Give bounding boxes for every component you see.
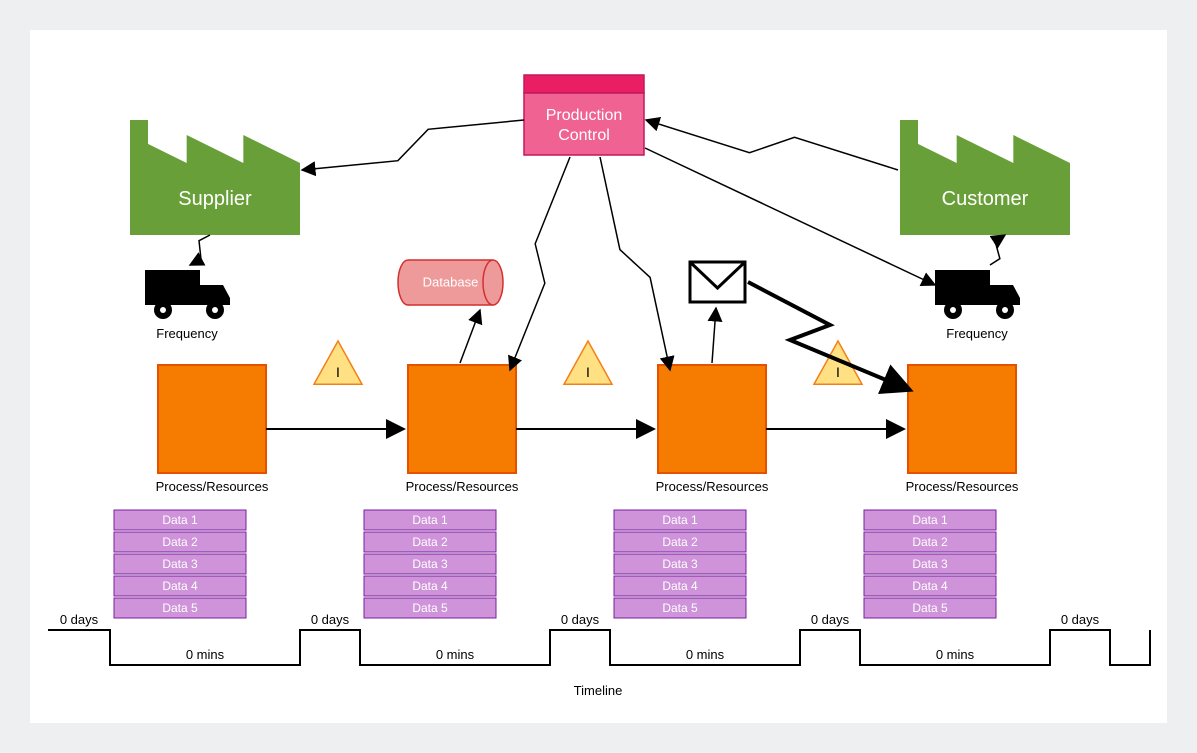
process-node: Process/Resources (406, 365, 519, 494)
truck-icon: Frequency (935, 270, 1020, 341)
truck-frequency-label: Frequency (156, 326, 218, 341)
data-cell-label: Data 2 (412, 535, 448, 549)
data-cell-label: Data 1 (162, 513, 198, 527)
data-cell-label: Data 4 (912, 579, 948, 593)
factory-label: Supplier (178, 188, 252, 210)
process-label: Process/Resources (156, 479, 269, 494)
production-control-node: Production Control (524, 75, 644, 155)
production-control-label: Control (558, 127, 610, 144)
data-cell-label: Data 4 (162, 579, 198, 593)
timeline-bottom-label: 0 mins (436, 647, 475, 662)
process-node: Process/Resources (656, 365, 769, 494)
info-flow-arrow (302, 120, 524, 170)
timeline-top-label: 0 days (811, 612, 850, 627)
timeline-bottom-label: 0 mins (186, 647, 225, 662)
timeline-bottom-label: 0 mins (936, 647, 975, 662)
data-cell-label: Data 2 (662, 535, 698, 549)
database-label: Database (423, 275, 479, 290)
truck-icon: Frequency (145, 270, 230, 341)
data-cell-label: Data 1 (912, 513, 948, 527)
process-label: Process/Resources (406, 479, 519, 494)
vsm-diagram: Production Control Supplier Customer Frequen… (30, 30, 1167, 723)
process-label: Process/Resources (656, 479, 769, 494)
timeline-top-label: 0 days (1061, 612, 1100, 627)
info-flow-arrow (510, 157, 570, 370)
data-cell-label: Data 2 (162, 535, 198, 549)
info-flow-arrow (600, 157, 670, 370)
data-cell-label: Data 3 (662, 557, 698, 571)
data-cell-label: Data 2 (912, 535, 948, 549)
info-flow-arrow (990, 235, 1005, 265)
timeline-bottom-label: 0 mins (686, 647, 725, 662)
inventory-label: I (836, 364, 840, 380)
timeline-title: Timeline (574, 683, 623, 698)
straight-arrow (712, 308, 716, 363)
production-control-label: Production (546, 107, 623, 124)
inventory-label: I (586, 364, 590, 380)
timeline-top-label: 0 days (311, 612, 350, 627)
inventory-label: I (336, 364, 340, 380)
inventory-node: I (564, 341, 612, 384)
data-cell-label: Data 5 (662, 601, 698, 615)
data-cell-label: Data 5 (412, 601, 448, 615)
data-cell-label: Data 3 (412, 557, 448, 571)
envelope-icon (690, 262, 745, 302)
data-cell-label: Data 4 (412, 579, 448, 593)
data-cell-label: Data 3 (162, 557, 198, 571)
info-flow-arrow (646, 120, 898, 170)
timeline-top-label: 0 days (60, 612, 99, 627)
truck-frequency-label: Frequency (946, 326, 1008, 341)
data-cell-label: Data 4 (662, 579, 698, 593)
info-flow-arrow (190, 235, 210, 265)
timeline-top-label: 0 days (561, 612, 600, 627)
process-node: Process/Resources (906, 365, 1019, 494)
factory-node: Customer (900, 120, 1070, 235)
straight-arrow (460, 310, 480, 363)
inventory-node: I (314, 341, 362, 384)
database-node: Database (398, 260, 503, 305)
factory-node: Supplier (130, 120, 300, 235)
process-node: Process/Resources (156, 365, 269, 494)
data-cell-label: Data 3 (912, 557, 948, 571)
process-label: Process/Resources (906, 479, 1019, 494)
factory-label: Customer (942, 188, 1029, 210)
diagram-canvas: Production Control Supplier Customer Frequen… (30, 30, 1167, 723)
data-cell-label: Data 1 (662, 513, 698, 527)
data-cell-label: Data 5 (162, 601, 198, 615)
data-cell-label: Data 5 (912, 601, 948, 615)
inventory-node: I (814, 341, 862, 384)
data-cell-label: Data 1 (412, 513, 448, 527)
